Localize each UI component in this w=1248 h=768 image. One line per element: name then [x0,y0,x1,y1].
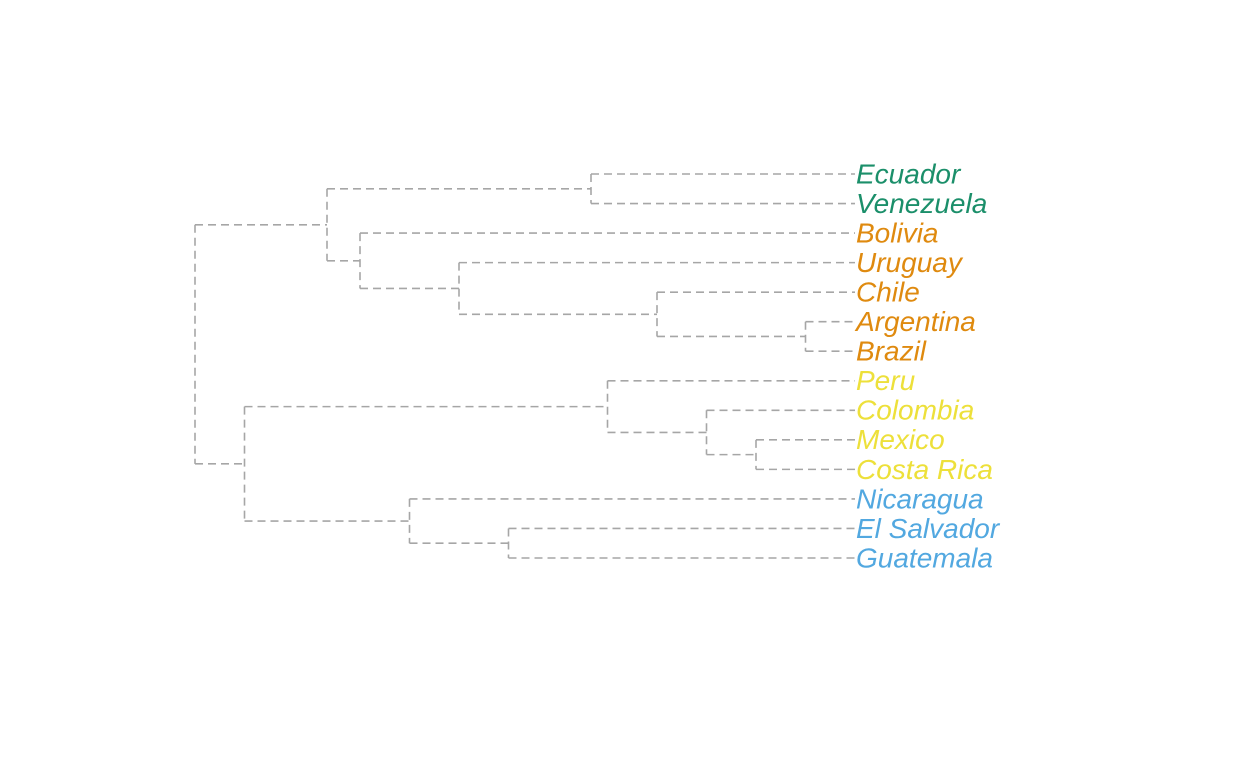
tip-label-brazil: Brazil [856,336,927,367]
tip-label-costa-rica: Costa Rica [856,454,993,485]
tip-label-chile: Chile [856,277,920,308]
tip-label-colombia: Colombia [856,395,974,426]
tip-label-bolivia: Bolivia [856,217,938,248]
tip-label-nicaragua: Nicaragua [856,483,984,514]
tip-label-guatemala: Guatemala [856,542,993,573]
tip-label-el-salvador: El Salvador [856,513,1001,544]
tip-label-uruguay: Uruguay [856,247,964,278]
tip-label-ecuador: Ecuador [856,158,962,189]
branch-group [195,174,855,558]
tip-label-group: EcuadorVenezuelaBoliviaUruguayChileArgen… [854,158,1001,573]
tip-label-venezuela: Venezuela [856,188,987,219]
tip-label-mexico: Mexico [856,424,945,455]
tip-label-argentina: Argentina [854,306,976,337]
tip-label-peru: Peru [856,365,916,396]
